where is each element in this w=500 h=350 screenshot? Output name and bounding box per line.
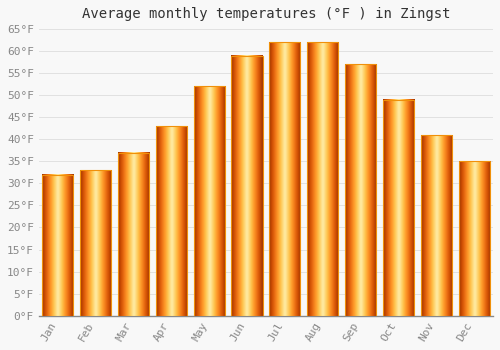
Bar xyxy=(80,170,111,316)
Bar xyxy=(307,42,338,316)
Bar xyxy=(270,42,300,316)
Bar xyxy=(421,135,452,316)
Bar xyxy=(345,64,376,316)
Bar xyxy=(118,153,149,316)
Bar xyxy=(232,56,262,316)
Title: Average monthly temperatures (°F ) in Zingst: Average monthly temperatures (°F ) in Zi… xyxy=(82,7,450,21)
Bar xyxy=(156,126,187,316)
Bar xyxy=(42,175,74,316)
Bar xyxy=(194,86,224,316)
Bar xyxy=(383,100,414,316)
Bar xyxy=(458,161,490,316)
